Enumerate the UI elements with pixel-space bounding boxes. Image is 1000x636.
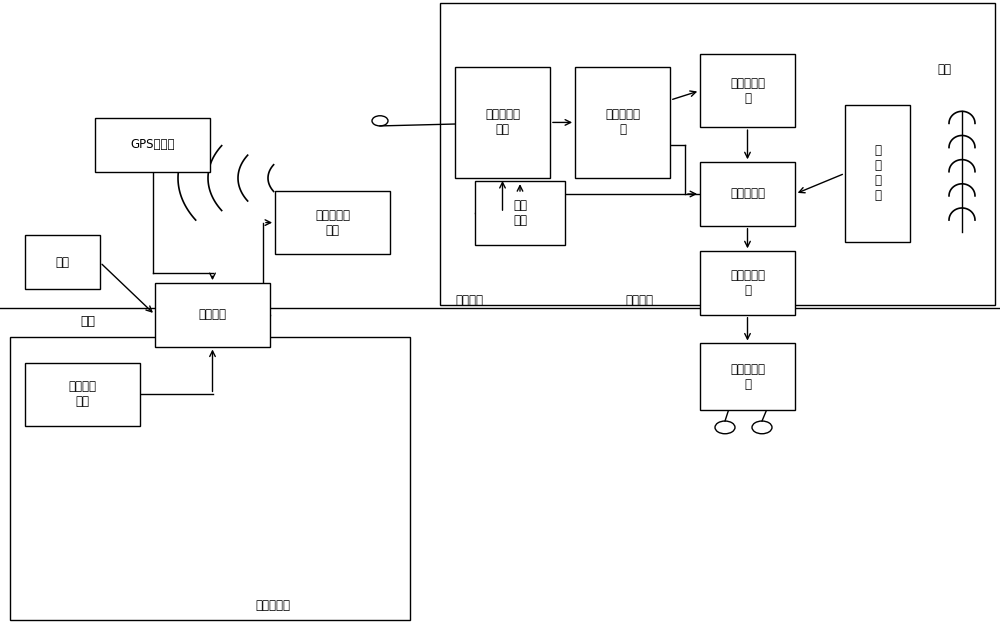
Text: 数据采集模
块: 数据采集模 块 — [730, 76, 765, 105]
Text: 变压: 变压 — [937, 64, 951, 76]
Bar — [440, 3, 995, 305]
Bar — [95, 118, 210, 172]
Text: 数据处理输
出: 数据处理输 出 — [730, 269, 765, 297]
Text: 落水监测
模块: 落水监测 模块 — [68, 380, 96, 408]
Bar — [10, 337, 410, 620]
Bar — [455, 67, 550, 178]
Bar — [155, 283, 270, 347]
Text: 超声波接收
模块: 超声波接收 模块 — [485, 108, 520, 137]
Bar — [275, 191, 390, 254]
Text: 信号解调模
块: 信号解调模 块 — [605, 108, 640, 137]
Bar — [700, 343, 795, 410]
Bar — [575, 67, 670, 178]
Text: 水面: 水面 — [80, 315, 95, 328]
Bar — [845, 105, 910, 242]
Text: 黑匣子单元: 黑匣子单元 — [255, 599, 290, 612]
Text: 主单片机: 主单片机 — [198, 308, 226, 321]
Text: 线
性
电
源: 线 性 电 源 — [874, 144, 881, 202]
Bar — [475, 181, 565, 245]
Text: 谐振
调节: 谐振 调节 — [513, 199, 527, 227]
Text: 数据输出: 数据输出 — [625, 294, 653, 307]
Text: 搜救单元: 搜救单元 — [455, 294, 483, 307]
Bar — [25, 363, 140, 426]
Text: 超声波发射
模块: 超声波发射 模块 — [315, 209, 350, 237]
Bar — [700, 251, 795, 315]
Text: GPS接收机: GPS接收机 — [130, 138, 175, 151]
Bar — [25, 235, 100, 289]
Text: 接收单片机: 接收单片机 — [730, 188, 765, 200]
Text: 电池: 电池 — [56, 256, 70, 269]
Text: 人机交互窗
口: 人机交互窗 口 — [730, 363, 765, 391]
Bar — [700, 162, 795, 226]
Bar — [700, 54, 795, 127]
